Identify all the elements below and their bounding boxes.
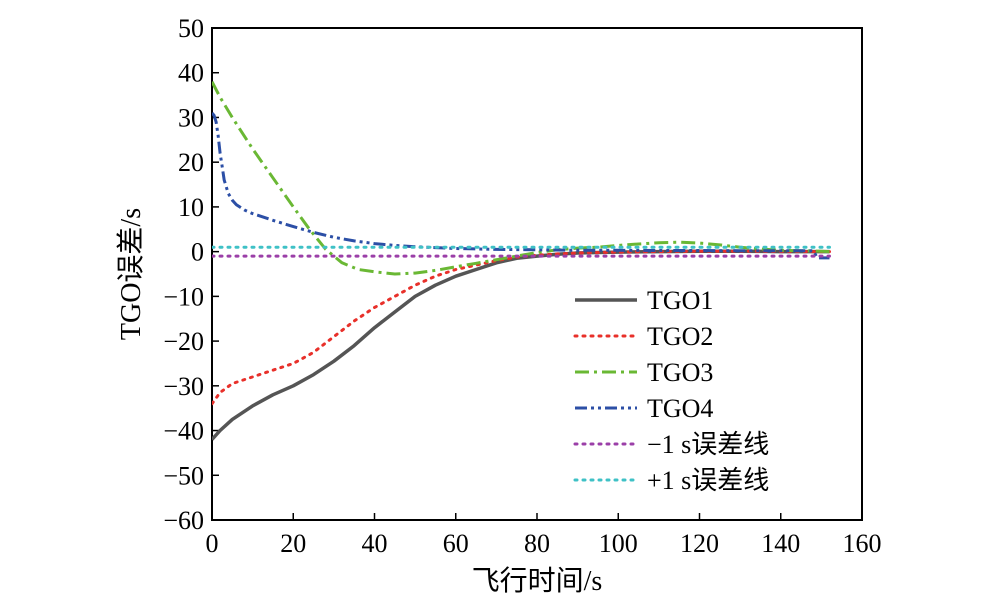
series-line-4 [212,111,830,260]
x-tick-label: 120 [680,529,719,558]
y-tick-label: 50 [178,14,204,43]
legend-label: TGO1 [647,286,713,315]
series-line-1 [212,249,830,441]
legend-label: TGO3 [647,358,713,387]
y-tick-label: −60 [163,506,204,535]
legend-label: TGO2 [647,322,713,351]
y-tick-label: 10 [178,193,204,222]
x-tick-label: 60 [443,529,469,558]
y-tick-label: −10 [163,282,204,311]
y-tick-label: −30 [163,372,204,401]
y-tick-label: −50 [163,461,204,490]
axis-ticks: 0 20 40 60 80 100 120 140 16050403020100−10−20−3… [163,14,881,558]
x-tick-label: 0 [206,529,219,558]
series-line-3 [212,81,830,276]
x-tick-label: 140 [761,529,800,558]
series-group [212,81,831,441]
y-tick-label: 40 [178,59,204,88]
x-tick-label: 160 [843,529,882,558]
y-tick-label: 30 [178,103,204,132]
x-tick-label: 80 [524,529,550,558]
legend-label: −1 s误差线 [647,430,769,459]
x-tick-label: 40 [362,529,388,558]
y-axis-label: TGO误差/s [115,208,147,340]
x-tick-label: 20 [280,529,306,558]
legend: TGO1 TGO2 TGO3 TGO4 −1 s误差线 +1 s误差线 [573,286,769,495]
x-tick-label: 100 [599,529,638,558]
legend-label: +1 s误差线 [647,466,769,495]
x-axis-label: 飞行时间/s [472,565,603,597]
y-tick-label: −40 [163,417,204,446]
legend-label: TGO4 [647,394,713,423]
y-tick-label: 0 [191,238,204,267]
y-tick-label: 20 [178,148,204,177]
y-tick-label: −20 [163,327,204,356]
